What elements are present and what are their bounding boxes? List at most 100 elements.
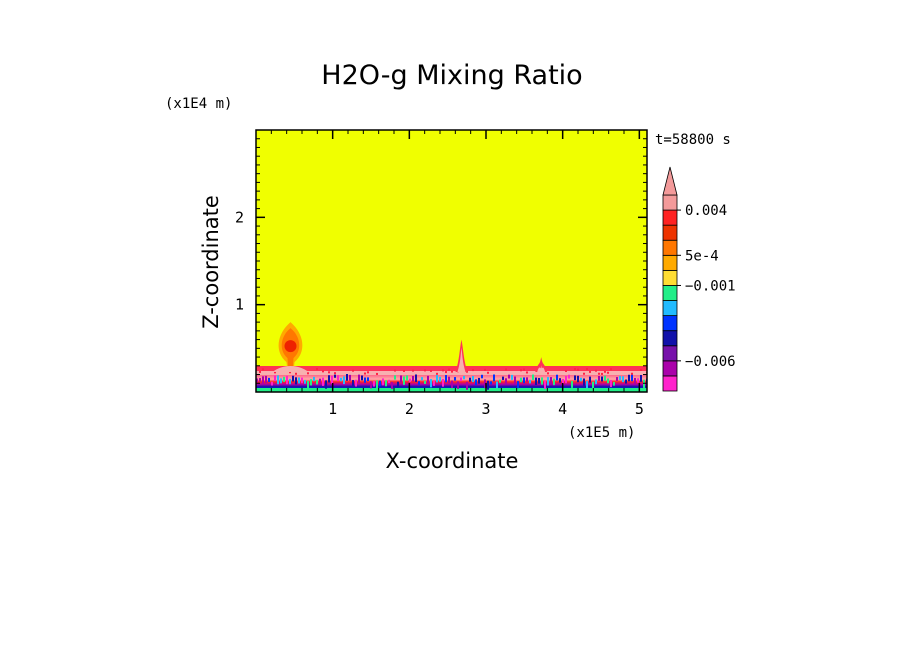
texture-speck: [595, 369, 597, 372]
texture-speck: [289, 371, 291, 374]
texture-speck: [475, 379, 477, 386]
texture-speck: [397, 381, 399, 388]
texture-speck: [490, 381, 492, 385]
texture-speck: [589, 370, 591, 373]
texture-speck: [511, 374, 513, 380]
texture-speck: [460, 377, 462, 382]
colorbar-label: 5e-4: [685, 248, 719, 264]
colorbar-segment: [662, 224, 678, 241]
x-unit-label: (x1E5 m): [568, 425, 635, 441]
texture-speck: [316, 379, 318, 385]
texture-speck: [484, 379, 486, 389]
boundary-light-band: [256, 371, 647, 375]
colorbar-label: −0.001: [685, 278, 736, 294]
features-layer: [272, 322, 548, 372]
texture-speck: [514, 376, 516, 385]
texture-speck: [496, 381, 498, 389]
texture-speck: [442, 369, 444, 372]
texture-speck: [577, 375, 579, 383]
spike-feature: [535, 357, 548, 372]
texture-speck: [265, 375, 267, 383]
texture-speck: [409, 378, 411, 383]
texture-speck: [385, 380, 387, 387]
texture-speck: [604, 370, 606, 373]
texture-speck: [526, 371, 528, 374]
time-label: t=58800 s: [655, 132, 731, 148]
spike-feature: [455, 339, 468, 372]
texture-speck: [586, 381, 588, 389]
texture-speck: [505, 368, 507, 371]
texture-speck: [532, 374, 534, 380]
texture-speck: [436, 372, 438, 375]
texture-speck: [376, 372, 378, 375]
texture-speck: [454, 377, 456, 381]
texture-speck: [607, 371, 609, 374]
texture-speck: [547, 377, 549, 386]
texture-speck: [343, 376, 345, 385]
texture-speck: [583, 378, 585, 386]
texture-speck: [493, 374, 495, 382]
texture-speck: [601, 376, 603, 382]
texture-speck: [517, 381, 519, 389]
texture-speck: [325, 380, 327, 389]
texture-speck: [451, 380, 453, 389]
texture-speck: [412, 376, 414, 382]
texture-speck: [262, 376, 264, 384]
colorbar-segment: [662, 194, 678, 211]
texture-speck: [502, 376, 504, 380]
y-ticks: 12: [235, 208, 647, 314]
texture-speck: [301, 377, 303, 384]
texture-speck: [259, 378, 261, 382]
colorbar-label: −0.006: [685, 354, 736, 370]
texture-speck: [430, 379, 432, 388]
texture-speck: [403, 376, 405, 385]
texture-speck: [352, 380, 354, 386]
texture-speck: [631, 372, 633, 375]
texture-speck: [565, 369, 567, 372]
x-ticks: 1 2 3 4 5: [328, 130, 644, 418]
texture-speck: [322, 370, 324, 373]
x-tick-label: 5: [635, 400, 644, 418]
colorbar-segment: [662, 330, 678, 347]
texture-speck: [598, 372, 600, 375]
texture-speck: [487, 371, 489, 374]
plume-feature: [272, 322, 309, 372]
colorbar-segment: [662, 239, 678, 256]
texture-speck: [274, 371, 276, 374]
texture-speck: [526, 377, 528, 382]
x-tick-label: 2: [405, 400, 414, 418]
texture-speck: [358, 374, 360, 383]
texture-speck: [640, 368, 642, 371]
texture-speck: [391, 381, 393, 389]
y-axis-title: Z-coordinate: [199, 195, 223, 329]
colorbar-segment: [662, 375, 678, 392]
plume-core: [284, 340, 297, 353]
texture-speck: [442, 378, 444, 387]
texture-speck: [469, 377, 471, 382]
texture-speck: [568, 374, 570, 379]
texture-speck: [331, 375, 333, 384]
texture-speck: [520, 369, 522, 372]
boundary-texture: [256, 368, 647, 391]
texture-speck: [421, 377, 423, 381]
texture-speck: [637, 378, 639, 383]
texture-speck: [457, 381, 459, 389]
colorbar-segment: [662, 285, 678, 301]
texture-speck: [466, 381, 468, 390]
texture-speck: [394, 375, 396, 380]
texture-speck: [562, 378, 564, 384]
texture-speck: [577, 368, 579, 371]
colorbar-segment: [662, 209, 678, 226]
texture-speck: [535, 377, 537, 385]
texture-speck: [289, 378, 291, 385]
texture-speck: [550, 377, 552, 385]
texture-speck: [574, 375, 576, 381]
texture-speck: [367, 371, 369, 374]
texture-speck: [481, 374, 483, 379]
texture-speck: [334, 372, 336, 375]
colorbar-segment: [662, 360, 678, 377]
texture-speck: [565, 375, 567, 384]
texture-speck: [634, 378, 636, 385]
texture-speck: [628, 374, 630, 382]
colorbar: 0.004 5e-4 −0.001 −0.006: [662, 166, 736, 392]
